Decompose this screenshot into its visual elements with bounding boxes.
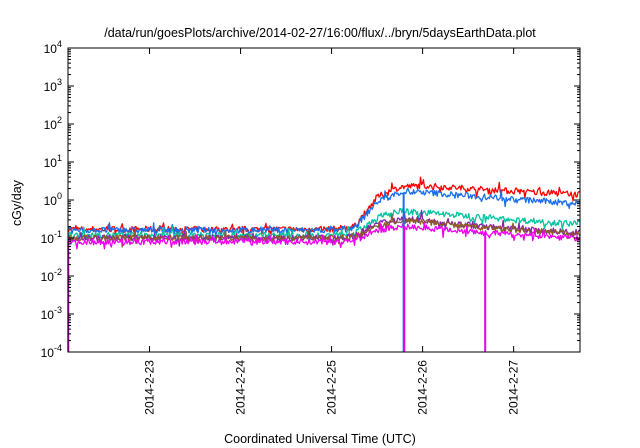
y-tick-label: 103 [44,77,62,94]
series-layer [67,176,581,352]
x-tick-label: 2014-2-24 [234,360,248,415]
y-tick-label: 10-4 [41,343,62,360]
x-tick-label: 2014-2-25 [325,360,339,415]
series-line [67,222,581,250]
series-line [67,187,581,238]
chart-title: /data/run/goesPlots/archive/2014-02-27/1… [104,26,536,40]
y-tick-label: 10-2 [41,267,62,284]
x-tick-label: 2014-2-26 [416,360,430,415]
x-tick-label: 2014-2-23 [143,360,157,415]
y-tick-label: 100 [44,191,62,208]
plot-background [68,48,580,352]
x-tick-label: 2014-2-27 [507,360,521,415]
y-tick-label: 101 [44,153,62,170]
y-axis-label: cGy/day [10,180,24,226]
y-tick-label: 104 [44,39,62,56]
axis-layer: 10-4 10-3 10-2 10-1 100 101 102 103 104 2014-2-23… [41,39,580,415]
x-axis-label: Coordinated Universal Time (UTC) [224,432,416,446]
y-tick-label: 10-3 [41,305,62,322]
y-tick-label: 102 [44,115,62,132]
series-line [67,213,581,248]
y-tick-label: 10-1 [41,229,62,246]
